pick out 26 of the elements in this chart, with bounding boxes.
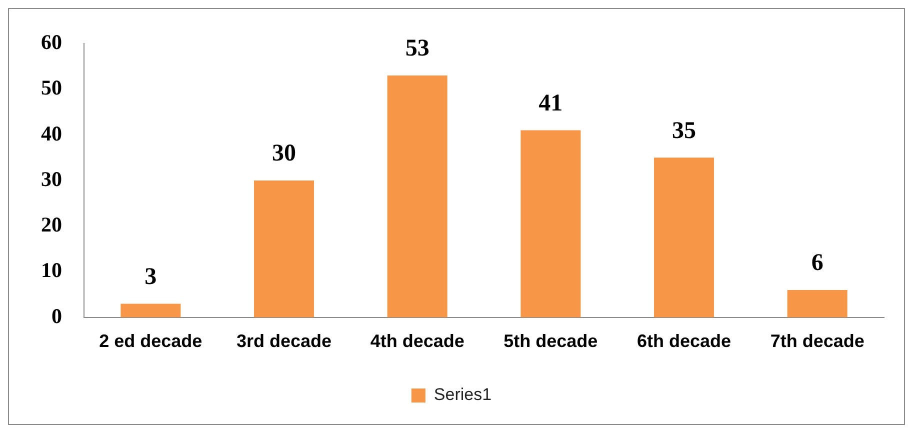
- y-tick-label: 20: [41, 212, 62, 237]
- bar: [787, 290, 848, 318]
- y-tick-label: 60: [41, 30, 62, 54]
- data-label: 30: [272, 140, 296, 167]
- bar: [387, 76, 448, 318]
- data-label: 53: [405, 36, 430, 62]
- y-tick-label: 40: [41, 121, 62, 146]
- x-tick-label: 6th decade: [636, 331, 732, 352]
- bar: [654, 158, 714, 318]
- data-label: 35: [672, 118, 696, 144]
- y-tick-label: 30: [41, 166, 62, 191]
- x-tick-label: 2 ed decade: [99, 331, 202, 352]
- y-tick-label: 10: [41, 258, 62, 282]
- data-label: 41: [538, 90, 563, 117]
- y-tick-label: 0: [52, 304, 62, 328]
- x-tick-label: 3rd decade: [236, 331, 332, 352]
- bar: [520, 130, 581, 318]
- legend-label: Series1: [434, 385, 492, 404]
- y-tick-label: 50: [41, 76, 62, 100]
- x-tick-label: 7th decade: [770, 331, 864, 352]
- data-label: 3: [144, 264, 157, 290]
- data-label: 6: [811, 250, 824, 276]
- bar: [120, 304, 181, 318]
- bar: [254, 180, 314, 318]
- x-tick-label: 5th decade: [504, 331, 598, 352]
- x-tick-label: 4th decade: [370, 331, 464, 352]
